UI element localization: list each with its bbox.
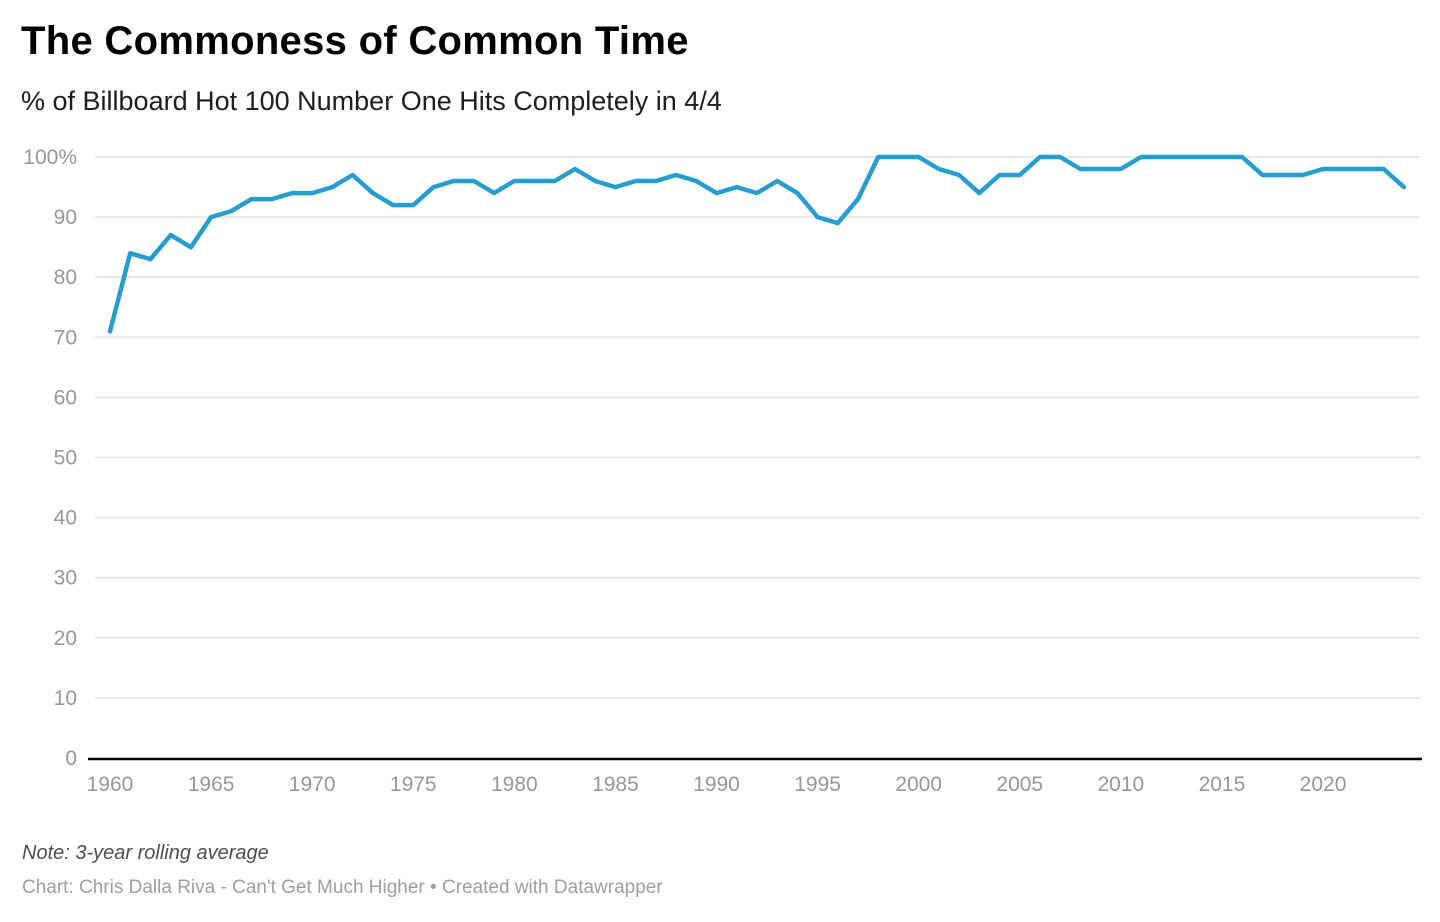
y-tick-label-10: 10 bbox=[54, 687, 77, 710]
y-tick-label-60: 60 bbox=[54, 386, 77, 409]
x-tick-label-1995: 1995 bbox=[794, 773, 841, 796]
x-tick-label-1985: 1985 bbox=[592, 773, 639, 796]
x-tick-label-2000: 2000 bbox=[895, 773, 942, 796]
y-tick-label-100: 100% bbox=[23, 146, 77, 169]
y-tick-label-0: 0 bbox=[65, 747, 77, 770]
x-tick-label-1970: 1970 bbox=[289, 773, 336, 796]
x-tick-label-2020: 2020 bbox=[1300, 773, 1347, 796]
page-title: The Commoness of Common Time bbox=[21, 19, 689, 63]
chart-note: Note: 3-year rolling average bbox=[22, 842, 269, 864]
y-tick-label-40: 40 bbox=[54, 507, 77, 530]
y-tick-label-70: 70 bbox=[54, 326, 77, 349]
x-tick-label-2015: 2015 bbox=[1199, 773, 1246, 796]
x-tick-label-1975: 1975 bbox=[390, 773, 437, 796]
y-tick-label-50: 50 bbox=[54, 447, 77, 470]
y-tick-label-90: 90 bbox=[54, 206, 77, 229]
y-tick-label-80: 80 bbox=[54, 266, 77, 289]
x-tick-label-1960: 1960 bbox=[87, 773, 134, 796]
data-line-pct-in-4-4 bbox=[107, 154, 1407, 334]
x-tick-label-1980: 1980 bbox=[491, 773, 538, 796]
x-tick-label-1990: 1990 bbox=[693, 773, 740, 796]
y-tick-label-30: 30 bbox=[54, 567, 77, 590]
y-tick-label-20: 20 bbox=[54, 627, 77, 650]
chart-credit: Chart: Chris Dalla Riva - Can't Get Much… bbox=[22, 877, 663, 898]
x-tick-label-1965: 1965 bbox=[188, 773, 235, 796]
x-tick-label-2010: 2010 bbox=[1097, 773, 1144, 796]
page-subtitle: % of Billboard Hot 100 Number One Hits C… bbox=[21, 86, 722, 116]
x-tick-label-2005: 2005 bbox=[996, 773, 1043, 796]
